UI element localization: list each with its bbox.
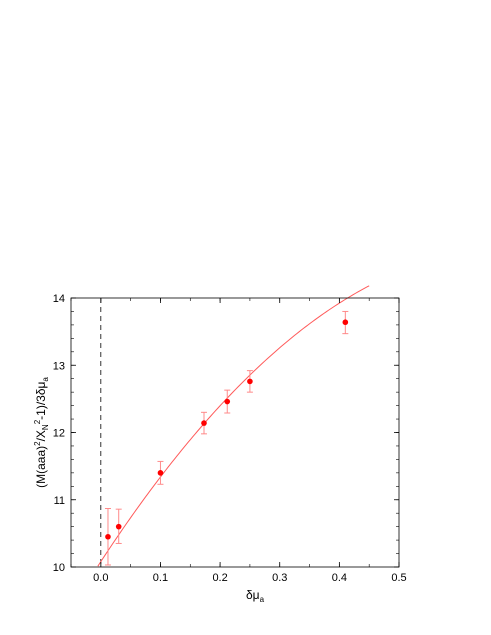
data-point bbox=[105, 533, 111, 540]
data-point bbox=[247, 378, 253, 385]
y-tick-label: 10 bbox=[53, 562, 65, 574]
x-axis-label: δμa bbox=[246, 588, 265, 604]
x-tick-label: 0.4 bbox=[332, 572, 347, 584]
x-tick-label: 0.0 bbox=[93, 572, 108, 584]
x-tick-label: 0.5 bbox=[391, 572, 406, 584]
x-tick-label: 0.2 bbox=[212, 572, 227, 584]
data-point bbox=[157, 470, 164, 476]
data-point bbox=[115, 523, 122, 530]
data-point bbox=[224, 398, 231, 405]
y-tick-label: 12 bbox=[53, 428, 65, 440]
y-tick-label: 14 bbox=[53, 293, 65, 305]
y-tick-label: 13 bbox=[53, 360, 65, 372]
x-tick-label: 0.3 bbox=[272, 572, 287, 584]
y-axis-label: (M(aaa)2/XN2-1)/3δμa bbox=[33, 377, 50, 488]
data-point bbox=[342, 319, 349, 326]
data-point bbox=[201, 420, 207, 426]
fit-curve bbox=[97, 285, 370, 567]
x-tick-label: 0.1 bbox=[153, 572, 168, 584]
y-tick-label: 11 bbox=[54, 495, 65, 507]
